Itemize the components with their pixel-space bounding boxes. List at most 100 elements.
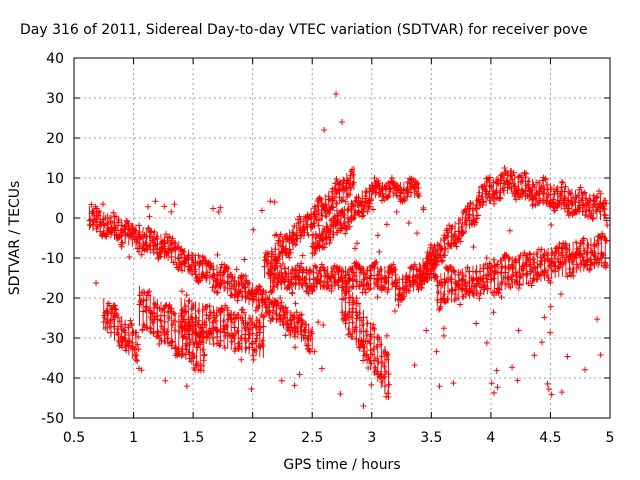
data-point <box>201 254 208 261</box>
data-point <box>366 340 373 347</box>
data-point <box>521 249 528 256</box>
data-point <box>374 232 381 239</box>
data-point <box>547 279 554 286</box>
data-point <box>209 319 216 326</box>
data-point <box>556 240 563 247</box>
y-tick-label: -20 <box>41 291 64 307</box>
data-point <box>528 282 535 289</box>
data-point <box>387 185 394 192</box>
data-point <box>326 210 333 217</box>
data-point <box>233 266 240 273</box>
data-point <box>146 213 153 220</box>
data-point <box>520 265 527 272</box>
data-point <box>314 240 321 247</box>
data-point <box>529 256 536 263</box>
data-point <box>594 256 601 263</box>
data-point <box>119 239 126 246</box>
data-point <box>298 311 305 318</box>
data-point <box>133 233 140 240</box>
data-point <box>376 248 383 255</box>
data-point <box>138 251 145 258</box>
data-point <box>319 212 326 219</box>
data-point <box>423 327 430 334</box>
data-point <box>458 230 465 237</box>
x-tick-label: 4 <box>486 430 495 446</box>
data-point <box>551 262 558 269</box>
data-point <box>557 261 564 268</box>
data-point <box>388 267 395 274</box>
data-point <box>506 255 513 262</box>
data-point <box>305 232 312 239</box>
data-point <box>179 267 186 274</box>
data-point <box>487 197 494 204</box>
data-point <box>342 230 349 237</box>
data-point <box>436 383 443 390</box>
data-point <box>138 367 145 374</box>
data-point <box>558 389 565 396</box>
data-point <box>501 164 508 171</box>
data-point <box>537 262 544 269</box>
data-point <box>368 360 375 367</box>
data-point <box>279 305 286 312</box>
data-point <box>171 201 178 208</box>
data-point <box>291 382 298 389</box>
data-point <box>418 285 425 292</box>
data-point <box>440 325 447 332</box>
data-point <box>449 223 456 230</box>
data-point <box>245 279 252 286</box>
data-point <box>278 299 285 306</box>
data-point <box>136 248 143 255</box>
data-point <box>352 309 359 316</box>
x-tick-label: 0.5 <box>63 430 85 446</box>
data-point <box>288 320 295 327</box>
data-point <box>135 346 142 353</box>
data-point <box>383 332 390 339</box>
chart-title: Day 316 of 2011, Sidereal Day-to-day VTE… <box>20 22 588 38</box>
data-point <box>125 324 132 331</box>
data-point <box>321 244 328 251</box>
data-point <box>345 331 352 338</box>
data-point <box>354 240 361 247</box>
data-point <box>592 250 599 257</box>
data-point <box>162 377 169 384</box>
data-point <box>209 284 216 291</box>
data-point <box>136 222 143 229</box>
data-point <box>339 119 345 125</box>
data-point <box>296 371 303 378</box>
data-point <box>562 258 569 265</box>
data-point <box>215 209 222 216</box>
data-point <box>370 206 377 213</box>
data-point <box>420 206 427 213</box>
x-tick-label: 1.5 <box>182 430 204 446</box>
data-point <box>350 301 357 308</box>
data-point <box>287 331 294 338</box>
data-point <box>386 381 393 388</box>
data-point <box>364 320 371 327</box>
data-point <box>544 380 551 387</box>
data-point <box>169 235 176 242</box>
data-point <box>404 283 411 290</box>
data-point <box>146 233 153 240</box>
data-point <box>473 320 480 327</box>
data-point <box>162 338 169 345</box>
data-point <box>576 245 583 252</box>
data-point <box>570 265 577 272</box>
data-point <box>250 356 257 363</box>
data-point <box>562 183 569 190</box>
data-point <box>490 256 497 263</box>
data-point <box>194 344 201 351</box>
data-point <box>293 279 300 286</box>
data-point <box>442 252 449 259</box>
data-point <box>333 91 340 97</box>
x-axis-label: GPS time / hours <box>283 457 400 473</box>
data-point <box>151 229 158 236</box>
y-tick-label: 0 <box>55 211 64 227</box>
data-point <box>152 198 159 205</box>
data-point <box>149 319 156 326</box>
data-point <box>209 335 216 342</box>
x-tick-label: 3.5 <box>420 430 442 446</box>
data-point <box>362 289 369 296</box>
data-point <box>560 201 567 208</box>
data-point <box>338 284 345 291</box>
data-point <box>298 260 305 267</box>
